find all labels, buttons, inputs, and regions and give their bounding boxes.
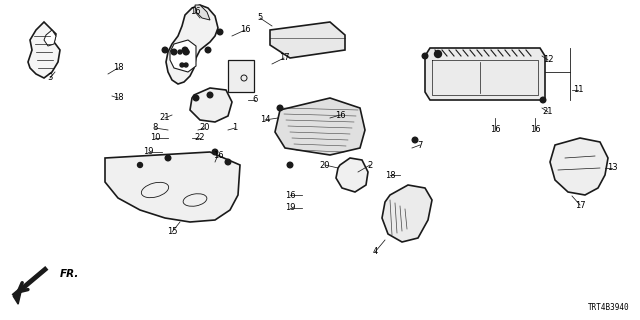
Text: 18: 18 — [385, 171, 396, 180]
Polygon shape — [336, 158, 368, 192]
Circle shape — [172, 49, 177, 55]
Circle shape — [540, 97, 546, 103]
Text: 22: 22 — [195, 133, 205, 142]
Text: 16: 16 — [240, 26, 250, 35]
Circle shape — [138, 163, 143, 167]
Text: 20: 20 — [320, 161, 330, 170]
Circle shape — [178, 50, 182, 54]
Circle shape — [193, 95, 199, 101]
Circle shape — [287, 162, 293, 168]
Circle shape — [182, 47, 188, 53]
Circle shape — [277, 105, 283, 111]
Polygon shape — [166, 5, 218, 84]
Text: 5: 5 — [257, 13, 262, 22]
Polygon shape — [44, 30, 56, 46]
Text: TRT4B3940: TRT4B3940 — [588, 303, 630, 312]
Text: 21: 21 — [160, 114, 170, 123]
Polygon shape — [13, 291, 21, 304]
Text: 15: 15 — [167, 228, 177, 236]
Text: 17: 17 — [575, 201, 586, 210]
Text: 18: 18 — [113, 93, 124, 102]
Text: 17: 17 — [278, 53, 289, 62]
Text: 7: 7 — [417, 140, 422, 149]
Circle shape — [183, 49, 189, 55]
Circle shape — [185, 50, 189, 54]
Polygon shape — [28, 22, 60, 78]
Text: 16: 16 — [530, 125, 540, 134]
Text: 16: 16 — [212, 150, 223, 159]
Polygon shape — [195, 5, 210, 20]
Text: 2: 2 — [367, 161, 372, 170]
Circle shape — [165, 155, 171, 161]
Polygon shape — [382, 185, 432, 242]
Text: 21: 21 — [543, 108, 553, 116]
Polygon shape — [105, 152, 240, 222]
Circle shape — [205, 47, 211, 53]
Circle shape — [184, 63, 188, 67]
Polygon shape — [550, 138, 608, 195]
Text: 16: 16 — [335, 110, 346, 119]
Polygon shape — [190, 88, 232, 122]
Text: 12: 12 — [543, 55, 553, 65]
Circle shape — [412, 137, 418, 143]
Circle shape — [207, 92, 212, 98]
Circle shape — [225, 159, 231, 165]
Text: 13: 13 — [607, 164, 618, 172]
Text: 19: 19 — [285, 204, 295, 212]
Text: 10: 10 — [150, 133, 160, 142]
Bar — [228, 60, 254, 92]
Circle shape — [422, 53, 428, 59]
Circle shape — [162, 47, 168, 53]
Text: 16: 16 — [189, 7, 200, 17]
Polygon shape — [270, 22, 345, 58]
Text: 14: 14 — [260, 116, 270, 124]
Text: 4: 4 — [372, 247, 378, 257]
Text: 20: 20 — [200, 124, 211, 132]
Circle shape — [435, 51, 442, 58]
Polygon shape — [425, 48, 545, 100]
Polygon shape — [275, 98, 365, 155]
Text: 3: 3 — [47, 74, 52, 83]
Text: 16: 16 — [285, 190, 295, 199]
Text: 8: 8 — [152, 124, 157, 132]
Circle shape — [212, 149, 218, 155]
Circle shape — [180, 63, 184, 67]
Text: 11: 11 — [573, 85, 583, 94]
Polygon shape — [170, 40, 196, 72]
Text: 19: 19 — [143, 148, 153, 156]
Circle shape — [217, 29, 223, 35]
Text: 18: 18 — [113, 63, 124, 73]
Text: 6: 6 — [252, 95, 258, 105]
Text: FR.: FR. — [60, 269, 79, 279]
Text: 16: 16 — [490, 125, 500, 134]
Text: 1: 1 — [232, 124, 237, 132]
